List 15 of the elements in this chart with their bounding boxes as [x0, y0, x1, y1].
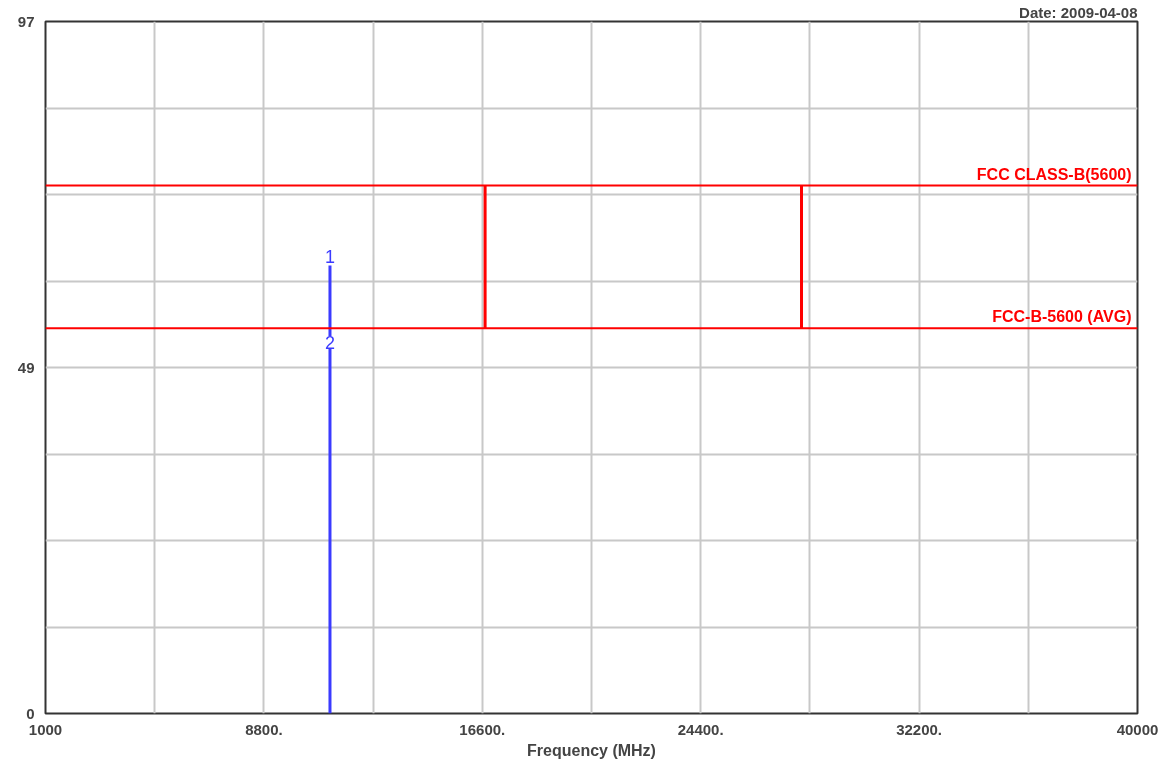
x-axis-title: Frequency (MHz) [527, 741, 656, 759]
x-tick-label: 16600. [459, 720, 506, 738]
x-tick-label: 40000 [1116, 720, 1159, 738]
x-tick-label: 1000 [28, 720, 63, 738]
x-tick-label: 32200. [896, 720, 943, 738]
y-tick-label: 49 [17, 358, 35, 376]
x-tick-label: 8800. [245, 720, 283, 738]
x-tick-label: 24400. [677, 720, 724, 738]
text: Date: 2009-04-08 [1019, 3, 1138, 21]
annotation: 2 [324, 333, 335, 354]
y-tick-label: 97 [17, 12, 35, 30]
y-tick-label: 0 [26, 704, 35, 722]
ref-line-label: FCC CLASS-B(5600) [976, 165, 1132, 183]
annotation: 1 [324, 247, 335, 268]
ref-line-label: FCC-B-5600 (AVG) [992, 308, 1132, 326]
